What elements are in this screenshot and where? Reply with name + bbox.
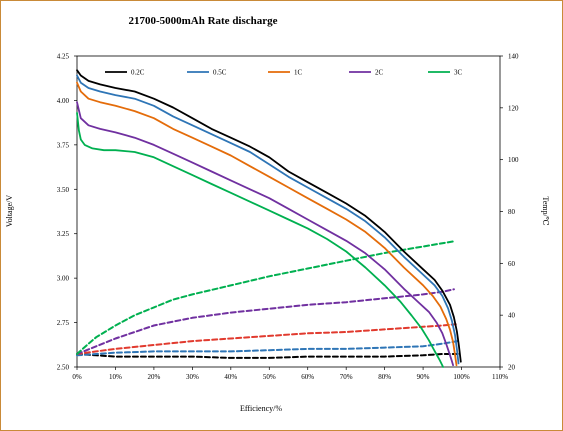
temperature-line-0_2C (76, 353, 461, 359)
y-left-tick-label: 3.00 (57, 275, 70, 283)
y-left-tick-label: 4.25 (57, 53, 70, 61)
voltage-line-0_2C (76, 69, 462, 363)
y-right-tick-label: 20 (508, 364, 516, 372)
y-left-tick-label: 2.75 (57, 319, 70, 327)
x-tick-label: 80% (378, 373, 391, 381)
x-tick-label: 20% (147, 373, 160, 381)
x-tick-label: 100% (453, 373, 470, 381)
legend-label: 2C (375, 69, 384, 77)
temperature-line-0_5C (76, 340, 459, 357)
x-tick-label: 40% (224, 373, 237, 381)
y-right-tick-label: 60 (508, 260, 516, 268)
y-right-axis-ticks: 20 40 60 80 100 120 140 (500, 53, 519, 372)
y-right-tick-label: 80 (508, 208, 516, 216)
y-right-tick-label: 40 (508, 312, 516, 320)
y-right-tick-label: 120 (508, 104, 519, 112)
legend-label: 0.2C (131, 69, 145, 77)
legend-label: 3C (454, 69, 463, 77)
x-axis-ticks: 0% 10% 20% 30% 40% 50% 60% 70% 80% 90% 100% 110% (72, 367, 508, 381)
x-tick-label: 50% (263, 373, 276, 381)
plot-area (76, 55, 501, 368)
voltage-line-2C (76, 101, 455, 367)
y-left-axis-label: Voltage/V (5, 195, 14, 228)
y-left-tick-label: 3.25 (57, 230, 70, 238)
y-left-axis-ticks: 2.50 2.75 3.00 3.25 3.50 3.75 4.00 4.25 (57, 53, 77, 372)
voltage-line-0_5C (76, 74, 460, 365)
voltage-line-1C (76, 81, 458, 367)
chart-title: 21700-5000mAh Rate discharge (128, 15, 277, 27)
legend-label: 0.5C (213, 69, 227, 77)
y-right-tick-label: 140 (508, 53, 519, 61)
legend: 0.2C 0.5C 1C 2C 3C (105, 69, 463, 77)
y-left-tick-label: 4.00 (57, 97, 70, 105)
x-tick-label: 30% (186, 373, 199, 381)
temperature-line-3C (76, 240, 455, 355)
legend-label: 1C (294, 69, 303, 77)
y-right-tick-label: 100 (508, 156, 519, 164)
y-left-tick-label: 3.75 (57, 141, 70, 149)
x-tick-label: 0% (72, 373, 82, 381)
x-tick-label: 10% (109, 373, 122, 381)
y-left-tick-label: 3.50 (57, 186, 70, 194)
voltage-series-group (76, 69, 462, 368)
x-tick-label: 70% (340, 373, 353, 381)
x-tick-label: 60% (301, 373, 314, 381)
x-axis-label: Efficiency/% (240, 404, 282, 413)
voltage-line-3C (76, 112, 445, 368)
x-tick-label: 110% (492, 373, 508, 381)
temperature-series-group (76, 240, 461, 359)
x-tick-label: 90% (417, 373, 430, 381)
y-right-axis-label: Temp/℃ (541, 196, 550, 225)
y-left-tick-label: 2.50 (57, 364, 70, 372)
temperature-line-1C (76, 323, 457, 355)
